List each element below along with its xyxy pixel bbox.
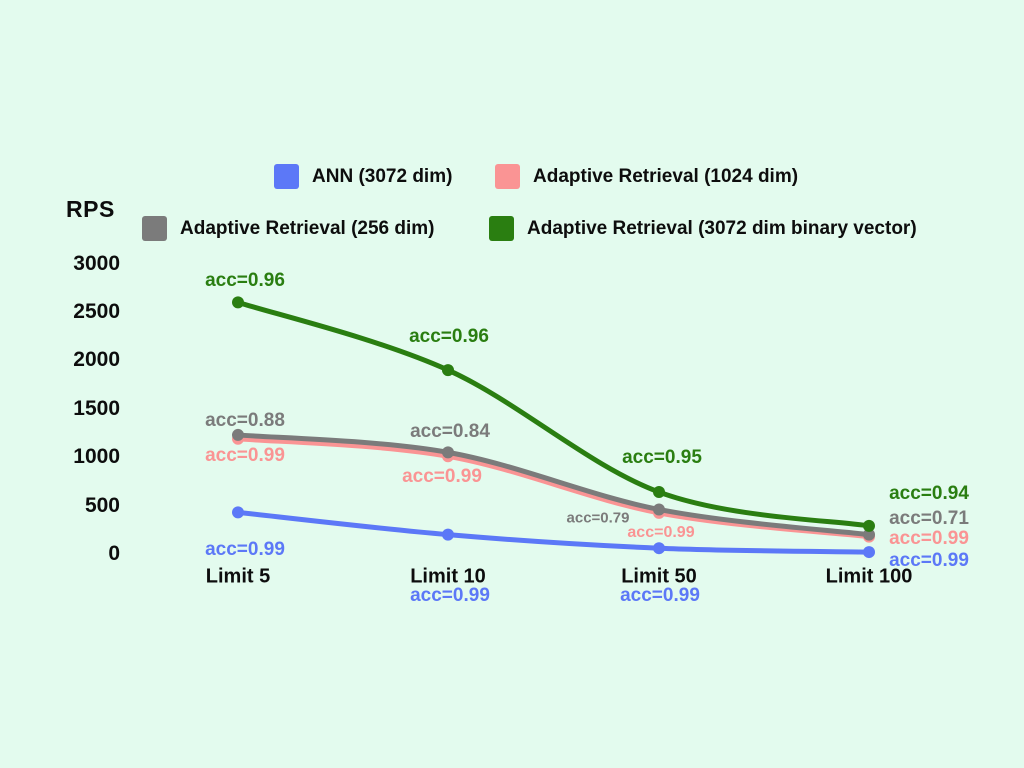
y-tick-label: 2000 — [73, 348, 120, 372]
acc-annotation: acc=0.94 — [889, 483, 969, 504]
data-point — [653, 486, 665, 499]
y-tick-label: 2500 — [73, 300, 120, 323]
x-category-label: Limit 10 — [410, 565, 486, 588]
data-point — [863, 519, 875, 532]
acc-annotation: acc=0.96 — [205, 270, 285, 291]
acc-annotation: acc=0.88 — [205, 410, 285, 431]
acc-annotation: acc=0.96 — [409, 326, 489, 347]
acc-annotation: acc=0.71 — [889, 508, 969, 529]
data-point — [442, 364, 454, 377]
acc-annotation: acc=0.99 — [889, 550, 969, 571]
legend-item: ANN (3072 dim) — [274, 164, 452, 189]
legend-label: Adaptive Retrieval (3072 dim binary vect… — [527, 217, 917, 239]
acc-annotation: acc=0.84 — [410, 421, 490, 442]
y-axis-title: RPS — [66, 196, 115, 222]
legend-swatch-icon — [489, 216, 514, 241]
series-line — [235, 436, 872, 540]
x-category-label: Limit 100 — [825, 565, 913, 588]
acc-annotation: acc=0.99 — [205, 445, 285, 466]
series-line — [235, 432, 872, 538]
y-tick-label: 0 — [108, 542, 120, 565]
legend-swatch-icon — [274, 164, 299, 189]
data-point — [653, 503, 665, 516]
legend-label: Adaptive Retrieval (256 dim) — [180, 217, 435, 239]
data-point — [232, 296, 244, 309]
legend-swatch-icon — [142, 216, 167, 241]
series-line — [235, 509, 872, 555]
acc-annotation: acc=0.79 — [566, 509, 630, 527]
data-point — [442, 528, 454, 541]
y-tick-label: 3000 — [73, 251, 120, 275]
acc-annotation: acc=0.99 — [889, 528, 969, 549]
legend-item: Adaptive Retrieval (1024 dim) — [495, 164, 798, 189]
acc-annotation: acc=0.99 — [205, 539, 285, 560]
legend-swatch-icon — [495, 164, 520, 189]
series-line — [235, 299, 872, 529]
data-point — [863, 528, 875, 541]
legend-item: Adaptive Retrieval (256 dim) — [142, 216, 434, 241]
acc-annotation: acc=0.99 — [410, 585, 490, 606]
x-category-label: Limit 50 — [621, 565, 697, 588]
data-point — [863, 546, 875, 559]
data-point — [442, 446, 454, 459]
data-point — [653, 542, 665, 555]
y-tick-label: 1000 — [73, 445, 120, 469]
y-tick-label: 1500 — [73, 396, 120, 420]
legend-label: Adaptive Retrieval (1024 dim) — [533, 165, 799, 187]
data-point — [232, 428, 244, 441]
data-point — [232, 506, 244, 519]
y-tick-label: 500 — [84, 493, 120, 517]
acc-annotation: acc=0.99 — [402, 466, 482, 487]
acc-annotation: acc=0.95 — [622, 447, 702, 468]
legend-label: ANN (3072 dim) — [312, 165, 453, 187]
x-category-label: Limit 5 — [205, 565, 271, 588]
acc-annotation: acc=0.99 — [620, 585, 700, 606]
legend-item: Adaptive Retrieval (3072 dim binary vect… — [489, 216, 917, 241]
acc-annotation: acc=0.99 — [627, 524, 695, 541]
